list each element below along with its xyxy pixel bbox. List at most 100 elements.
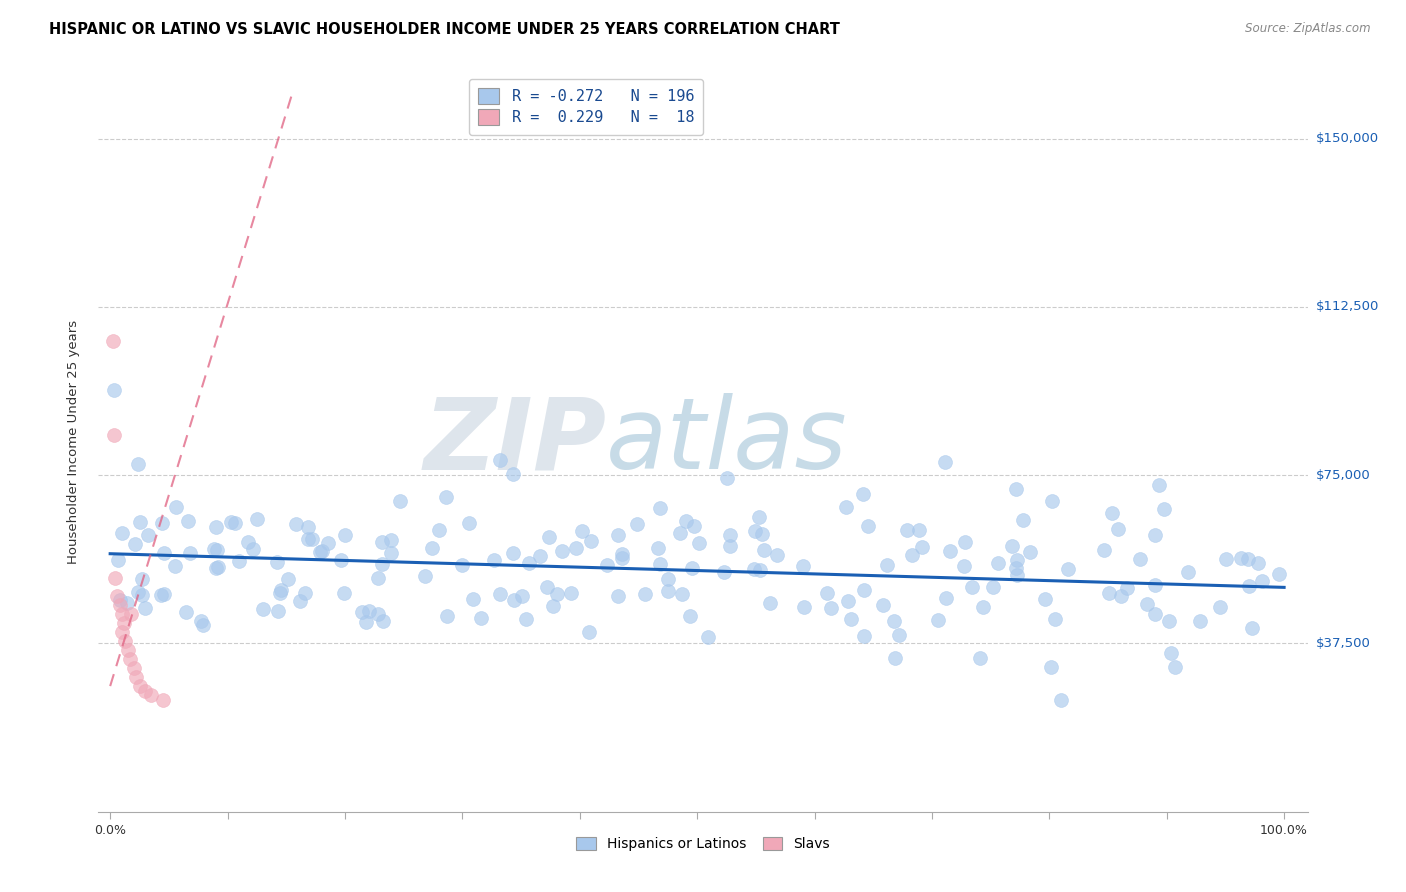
Point: [872, 598, 894, 612]
Point: [679, 609, 702, 624]
Point: [519, 556, 541, 570]
Point: [856, 519, 879, 533]
Point: [1001, 539, 1024, 553]
Point: [463, 592, 485, 607]
Point: [748, 563, 770, 577]
Point: [626, 516, 648, 531]
Point: [634, 587, 657, 601]
Point: [131, 572, 153, 586]
Point: [969, 651, 991, 665]
Point: [134, 683, 156, 698]
Point: [1136, 597, 1159, 611]
Point: [179, 546, 201, 560]
Point: [163, 559, 186, 574]
Point: [266, 555, 288, 569]
Point: [204, 520, 226, 534]
Point: [1164, 660, 1187, 674]
Point: [713, 566, 735, 580]
Point: [1057, 562, 1080, 576]
Point: [246, 512, 269, 526]
Point: [536, 580, 558, 594]
Point: [610, 551, 633, 566]
Point: [876, 558, 898, 572]
Point: [935, 591, 957, 605]
Point: [1177, 565, 1199, 579]
Point: [1107, 522, 1129, 536]
Point: [152, 692, 174, 706]
Point: [371, 557, 394, 571]
Point: [1005, 567, 1028, 582]
Point: [1040, 660, 1063, 674]
Point: [560, 585, 582, 599]
Point: [682, 519, 704, 533]
Point: [1005, 561, 1028, 575]
Point: [896, 524, 918, 538]
Point: [153, 546, 176, 560]
Point: [1147, 478, 1170, 492]
Point: [134, 600, 156, 615]
Point: [571, 524, 593, 538]
Point: [669, 526, 692, 541]
Point: [316, 535, 339, 549]
Point: [502, 545, 524, 559]
Text: $112,500: $112,500: [1316, 301, 1379, 313]
Point: [413, 569, 436, 583]
Point: [311, 544, 333, 558]
Point: [901, 548, 924, 562]
Point: [987, 556, 1010, 570]
Point: [1153, 501, 1175, 516]
Point: [270, 582, 292, 597]
Legend: Hispanics or Latinos, Slavs: Hispanics or Latinos, Slavs: [571, 831, 835, 856]
Point: [108, 599, 131, 613]
Point: [1098, 586, 1121, 600]
Point: [205, 561, 228, 575]
Point: [114, 634, 136, 648]
Point: [131, 588, 153, 602]
Text: $150,000: $150,000: [1316, 132, 1379, 145]
Point: [1144, 577, 1167, 591]
Point: [450, 558, 472, 573]
Point: [502, 593, 524, 607]
Point: [128, 679, 150, 693]
Point: [1050, 692, 1073, 706]
Point: [104, 571, 127, 585]
Point: [835, 500, 858, 515]
Point: [434, 490, 457, 504]
Point: [103, 427, 125, 442]
Point: [579, 534, 602, 549]
Point: [960, 580, 983, 594]
Point: [889, 628, 911, 642]
Point: [489, 453, 512, 467]
Point: [294, 586, 316, 600]
Point: [1043, 612, 1066, 626]
Point: [458, 516, 481, 531]
Text: $37,500: $37,500: [1316, 637, 1371, 650]
Point: [650, 558, 672, 572]
Point: [529, 549, 551, 564]
Point: [354, 615, 377, 630]
Point: [367, 607, 389, 621]
Point: [1004, 482, 1026, 496]
Point: [482, 553, 505, 567]
Point: [696, 630, 718, 644]
Point: [297, 532, 319, 546]
Point: [333, 528, 356, 542]
Text: HISPANIC OR LATINO VS SLAVIC HOUSEHOLDER INCOME UNDER 25 YEARS CORRELATION CHART: HISPANIC OR LATINO VS SLAVIC HOUSEHOLDER…: [49, 22, 841, 37]
Point: [436, 608, 458, 623]
Point: [934, 455, 956, 469]
Point: [596, 558, 619, 572]
Point: [1250, 574, 1272, 589]
Point: [1040, 494, 1063, 508]
Point: [352, 605, 374, 619]
Point: [489, 587, 512, 601]
Point: [124, 537, 146, 551]
Point: [907, 524, 929, 538]
Text: atlas: atlas: [606, 393, 848, 490]
Point: [546, 587, 568, 601]
Point: [515, 612, 537, 626]
Point: [852, 487, 875, 501]
Point: [1237, 552, 1260, 566]
Point: [105, 590, 128, 604]
Point: [551, 544, 574, 558]
Point: [380, 545, 402, 559]
